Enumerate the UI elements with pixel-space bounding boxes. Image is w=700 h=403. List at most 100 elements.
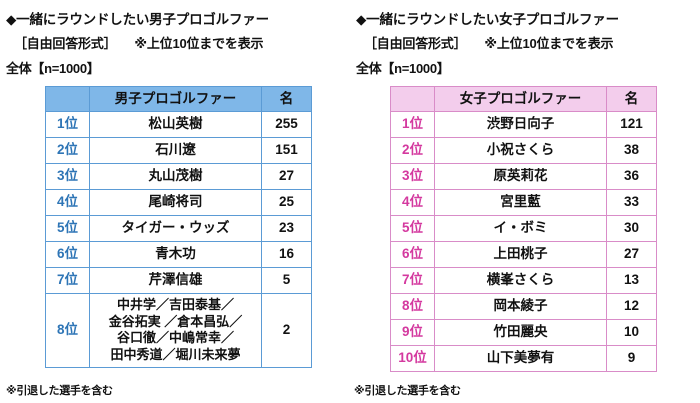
womens-ranking-panel: ◆一緒にラウンドしたい女子プロゴルファー ［自由回答形式］ ※上位10位までを表示…	[350, 0, 700, 403]
player-name: 山下美夢有	[434, 345, 607, 372]
rank-label: 1位	[45, 111, 90, 138]
vote-count: 25	[261, 189, 312, 216]
player-name: 渋野日向子	[434, 111, 607, 138]
player-name: 石川遼	[89, 137, 262, 164]
column-header-count: 名	[261, 86, 312, 112]
column-header-count: 名	[606, 86, 657, 112]
vote-count: 33	[606, 189, 657, 216]
vote-count: 36	[606, 163, 657, 190]
table-row: 2位 石川遼 151	[45, 137, 312, 164]
rank-label: 4位	[390, 189, 435, 216]
mens-ranking-table: 男子プロゴルファー 名 1位 松山英樹 255 2位 石川遼 151 3位 丸山…	[45, 86, 312, 368]
vote-count: 27	[261, 163, 312, 190]
column-header-name: 女子プロゴルファー	[434, 86, 607, 112]
player-name: イ・ボミ	[434, 215, 607, 242]
table-row: 5位 イ・ボミ 30	[390, 215, 657, 242]
player-name: 谷口徹／中嶋常幸／	[116, 330, 234, 346]
player-name: 横峯さくら	[434, 267, 607, 294]
vote-count: 30	[606, 215, 657, 242]
column-header-rank	[390, 86, 435, 112]
rank-label: 7位	[390, 267, 435, 294]
rank-label: 10位	[390, 345, 435, 372]
womens-base-label: 全体【n=1000】	[356, 61, 450, 76]
mens-note-label: ※上位10位までを表示	[134, 36, 264, 51]
player-name: 岡本綾子	[434, 293, 607, 320]
player-name: タイガー・ウッズ	[89, 215, 262, 242]
player-name: 原英莉花	[434, 163, 607, 190]
vote-count: 9	[606, 345, 657, 372]
womens-format-label: ［自由回答形式］	[364, 36, 467, 51]
womens-panel-subline: ［自由回答形式］ ※上位10位までを表示	[364, 33, 614, 52]
player-name: 小祝さくら	[434, 137, 607, 164]
womens-panel-heading: ◆一緒にラウンドしたい女子プロゴルファー	[356, 12, 619, 27]
table-row: 2位 小祝さくら 38	[390, 137, 657, 164]
player-name: 尾崎将司	[89, 189, 262, 216]
rank-label: 8位	[45, 293, 90, 368]
table-row: 8位 岡本綾子 12	[390, 293, 657, 320]
vote-count: 5	[261, 267, 312, 294]
rank-label: 7位	[45, 267, 90, 294]
player-name: 竹田麗央	[434, 319, 607, 346]
player-name: 丸山茂樹	[89, 163, 262, 190]
rank-label: 9位	[390, 319, 435, 346]
vote-count: 13	[606, 267, 657, 294]
table-row: 4位 宮里藍 33	[390, 189, 657, 216]
rank-label: 1位	[390, 111, 435, 138]
vote-count: 2	[261, 293, 312, 368]
mens-ranking-panel: ◆一緒にラウンドしたい男子プロゴルファー ［自由回答形式］ ※上位10位までを表示…	[6, 12, 312, 397]
mens-panel-subline: ［自由回答形式］ ※上位10位までを表示	[14, 33, 264, 52]
rank-label: 5位	[45, 215, 90, 242]
player-name: 上田桃子	[434, 241, 607, 268]
vote-count: 151	[261, 137, 312, 164]
rank-label: 2位	[45, 137, 90, 164]
table-row: 6位 青木功 16	[45, 241, 312, 268]
table-row: 3位 原英莉花 36	[390, 163, 657, 190]
player-name: 田中秀道／堀川未来夢	[110, 346, 241, 362]
vote-count: 121	[606, 111, 657, 138]
vote-count: 27	[606, 241, 657, 268]
table-row: 10位 山下美夢有 9	[390, 345, 657, 372]
column-header-rank	[45, 86, 90, 112]
player-name: 松山英樹	[89, 111, 262, 138]
womens-ranking-table: 女子プロゴルファー 名 1位 渋野日向子 121 2位 小祝さくら 38 3位 …	[390, 86, 657, 372]
mens-footnote: ※引退した選手を含む	[6, 385, 113, 397]
womens-footnote: ※引退した選手を含む	[354, 385, 461, 397]
vote-count: 10	[606, 319, 657, 346]
table-row: 6位 上田桃子 27	[390, 241, 657, 268]
rank-label: 2位	[390, 137, 435, 164]
vote-count: 16	[261, 241, 312, 268]
player-name: 宮里藍	[434, 189, 607, 216]
rank-label: 3位	[390, 163, 435, 190]
mens-panel-heading: ◆一緒にラウンドしたい男子プロゴルファー	[6, 12, 269, 27]
vote-count: 23	[261, 215, 312, 242]
rank-label: 8位	[390, 293, 435, 320]
table-row: 1位 松山英樹 255	[45, 111, 312, 138]
player-name-group: 中井学／吉田泰基／ 金谷拓実 ／倉本昌弘／ 谷口徹／中嶋常幸／ 田中秀道／堀川未…	[89, 293, 262, 368]
table-row: 3位 丸山茂樹 27	[45, 163, 312, 190]
table-row: 5位 タイガー・ウッズ 23	[45, 215, 312, 242]
table-row: 7位 横峯さくら 13	[390, 267, 657, 294]
table-row: 9位 竹田麗央 10	[390, 319, 657, 346]
rank-label: 5位	[390, 215, 435, 242]
player-name: 金谷拓実 ／倉本昌弘／	[108, 313, 243, 329]
table-header-row: 男子プロゴルファー 名	[45, 86, 312, 112]
rank-label: 6位	[390, 241, 435, 268]
mens-format-label: ［自由回答形式］	[14, 36, 117, 51]
player-name: 中井学／吉田泰基／	[116, 297, 234, 312]
rank-label: 4位	[45, 189, 90, 216]
table-header-row: 女子プロゴルファー 名	[390, 86, 657, 112]
vote-count: 255	[261, 111, 312, 138]
mens-base-label: 全体【n=1000】	[6, 61, 100, 76]
rank-label: 6位	[45, 241, 90, 268]
vote-count: 38	[606, 137, 657, 164]
table-row: 4位 尾崎将司 25	[45, 189, 312, 216]
rank-label: 3位	[45, 163, 90, 190]
table-row: 1位 渋野日向子 121	[390, 111, 657, 138]
column-header-name: 男子プロゴルファー	[89, 86, 262, 112]
table-row: 7位 芹澤信雄 5	[45, 267, 312, 294]
womens-note-label: ※上位10位までを表示	[484, 36, 614, 51]
player-name: 青木功	[89, 241, 262, 268]
vote-count: 12	[606, 293, 657, 320]
table-row: 8位 中井学／吉田泰基／ 金谷拓実 ／倉本昌弘／ 谷口徹／中嶋常幸／ 田中秀道／…	[45, 293, 312, 368]
